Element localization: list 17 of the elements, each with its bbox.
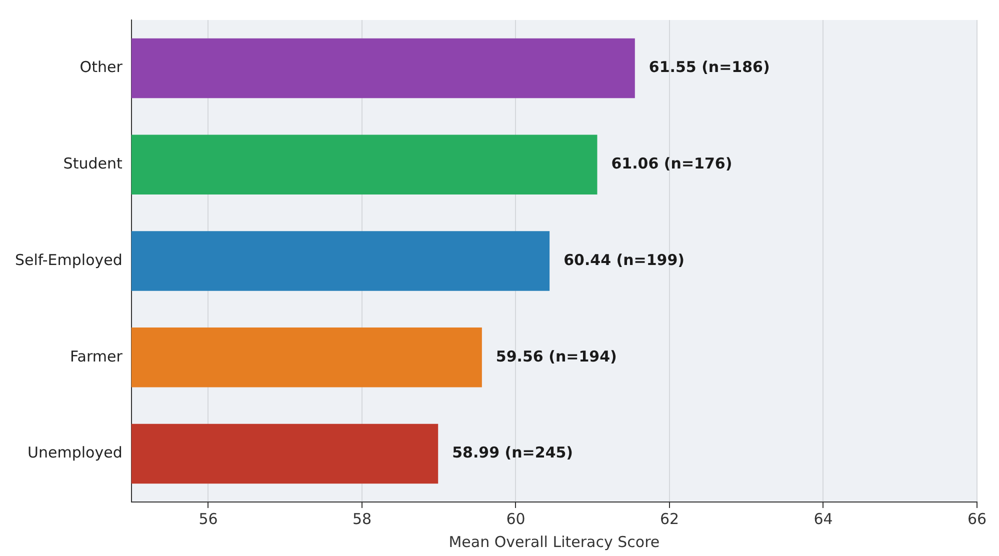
- data-label: 61.06 (n=176): [611, 154, 732, 172]
- x-tick-label: 60: [506, 510, 526, 528]
- x-axis-title: Mean Overall Literacy Score: [448, 532, 660, 551]
- data-label: 61.55 (n=186): [648, 58, 770, 76]
- y-tick-label: Farmer: [70, 347, 124, 366]
- data-label: 58.99 (n=245): [452, 444, 574, 462]
- x-tick-label: 64: [814, 510, 833, 528]
- x-tick-label: 66: [967, 510, 987, 528]
- x-tick-label: 58: [352, 510, 372, 528]
- y-tick-label: Other: [80, 58, 124, 76]
- data-label: 60.44 (n=199): [564, 250, 685, 269]
- x-tick-label: 56: [198, 510, 218, 528]
- data-label: 59.56 (n=194): [496, 347, 617, 366]
- y-tick-label: Self-Employed: [15, 250, 122, 269]
- y-tick-label: Unemployed: [28, 444, 122, 462]
- x-tick-label: 62: [660, 510, 680, 528]
- y-tick-label: Student: [63, 154, 122, 172]
